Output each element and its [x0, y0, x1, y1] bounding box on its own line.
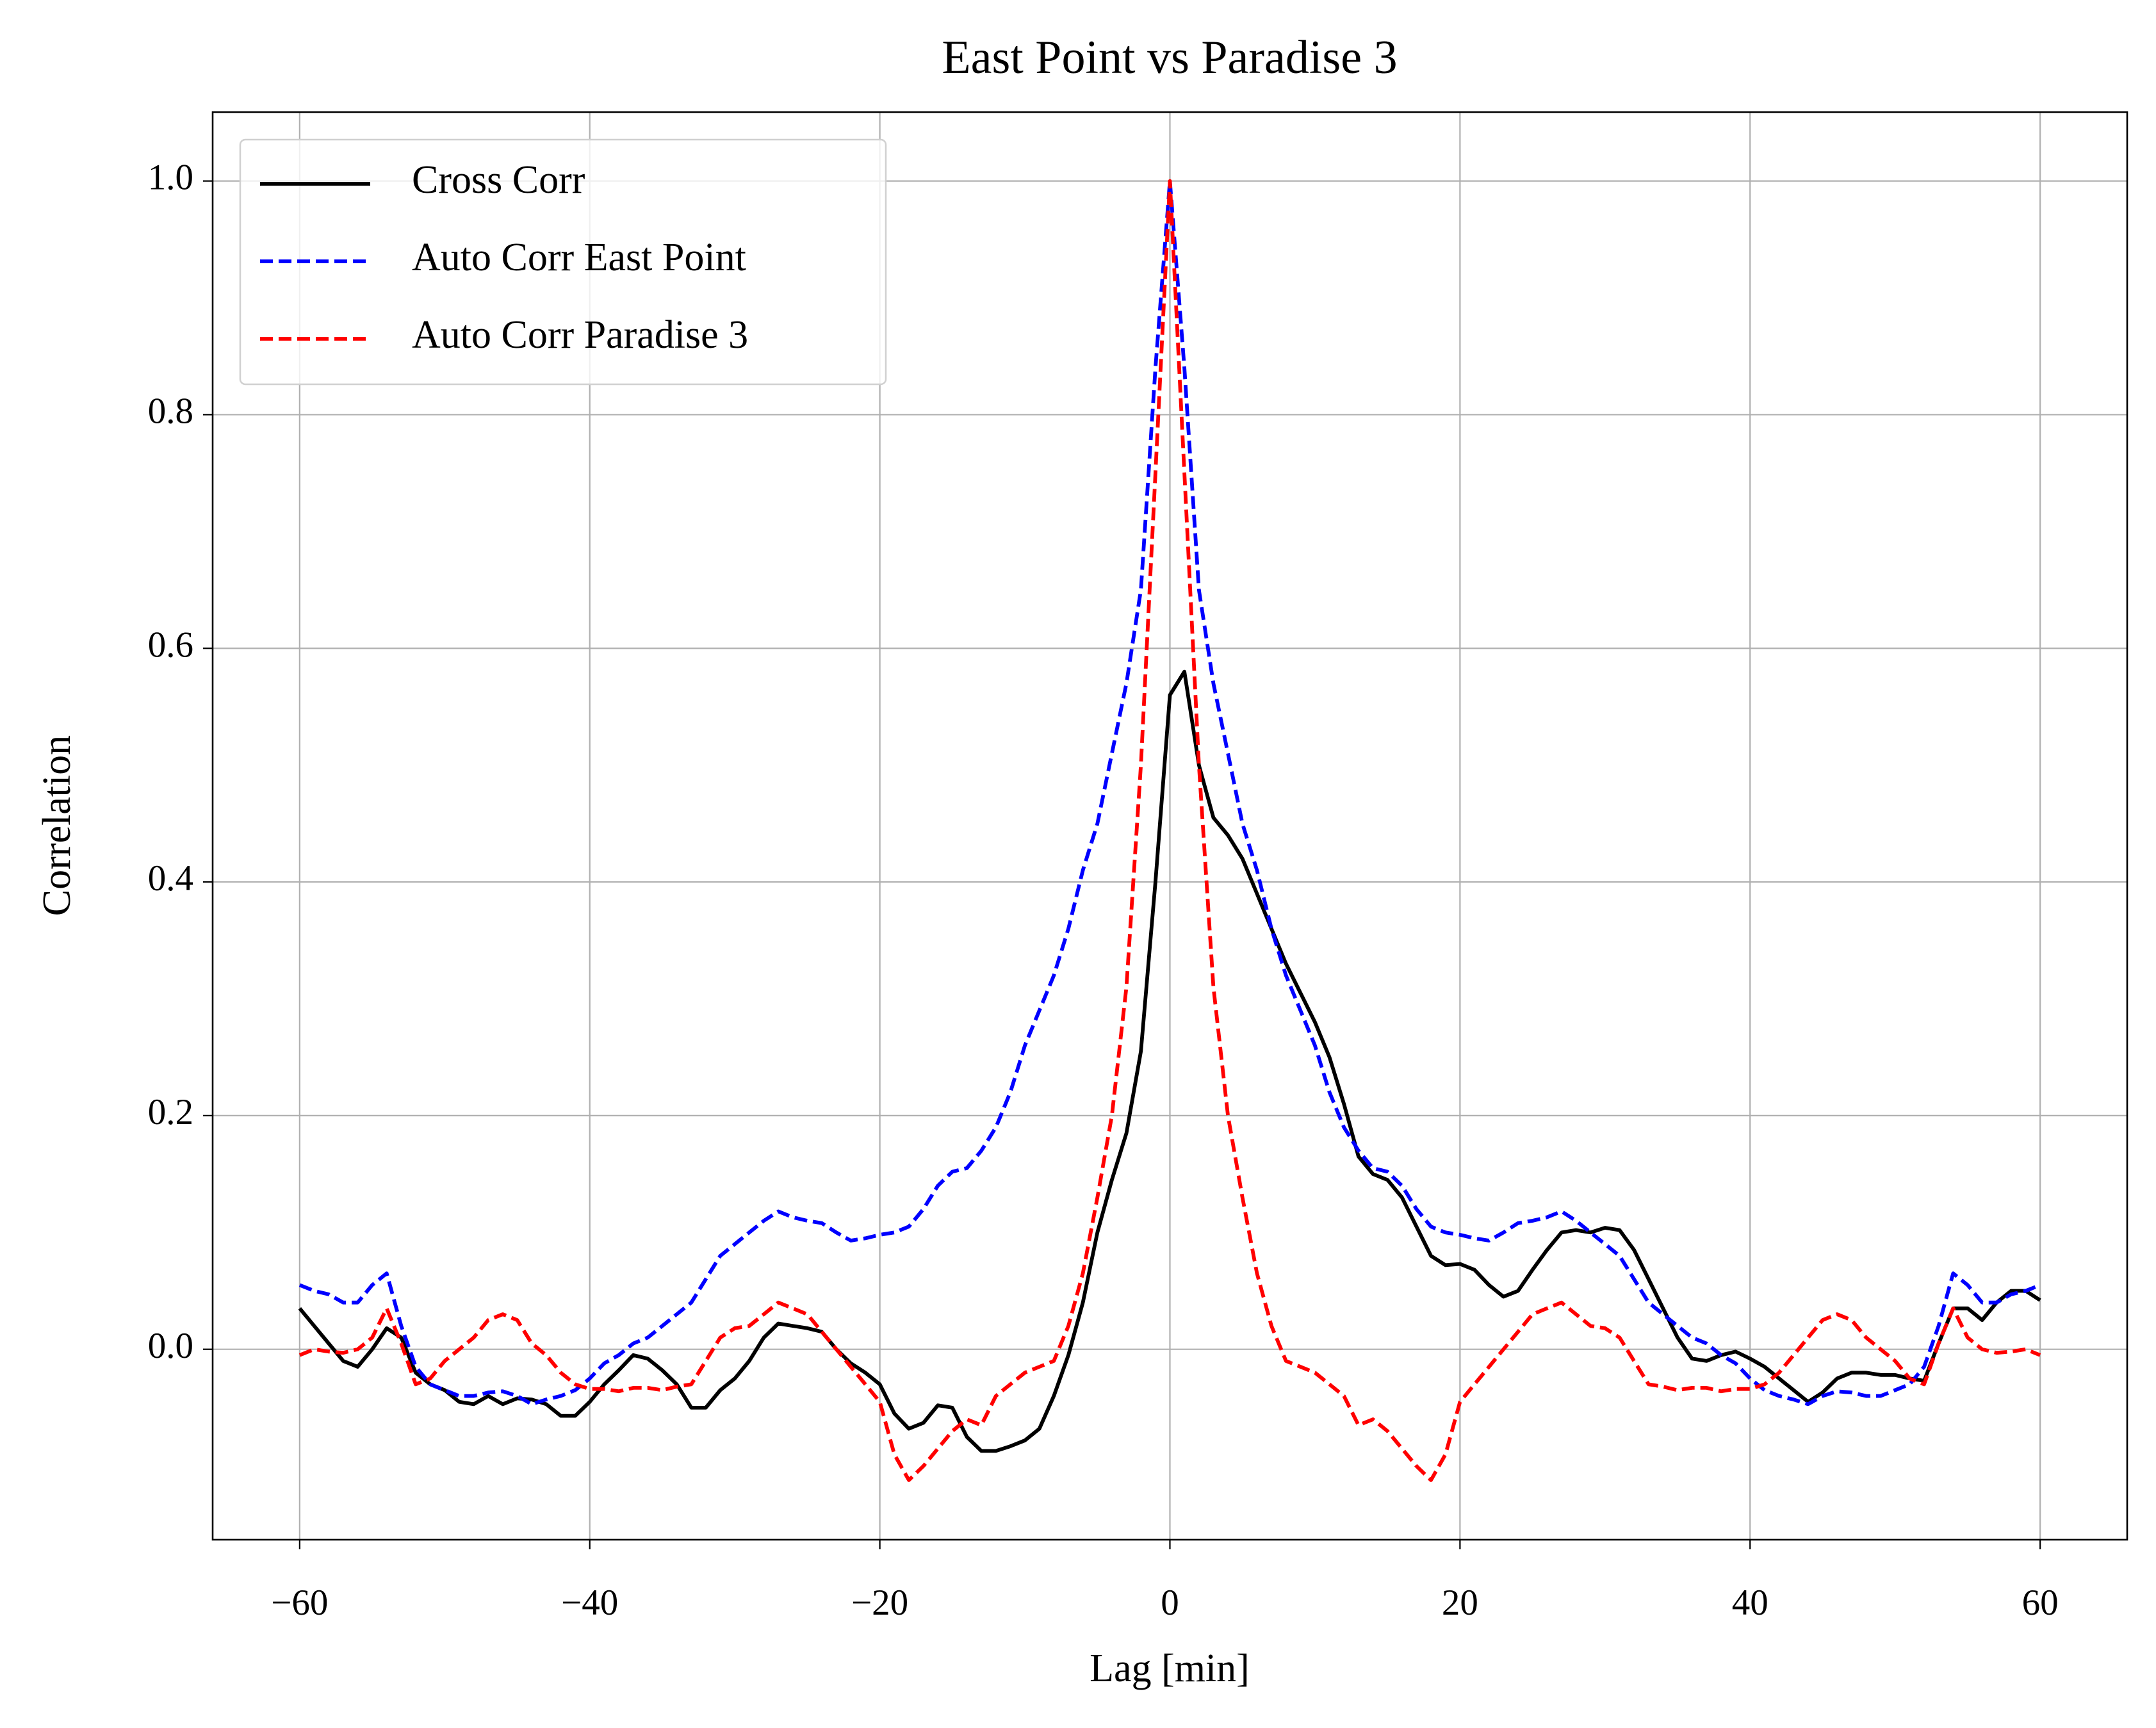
series-line — [298, 179, 2041, 1406]
y-axis-label: Correlation — [35, 735, 79, 916]
x-axis-label: Lag [min] — [1090, 1647, 1250, 1690]
x-tick-label: 40 — [1732, 1583, 1768, 1623]
x-tick-label: 0 — [1161, 1583, 1179, 1623]
y-tick-label: 0.4 — [148, 858, 193, 899]
chart-title: East Point vs Paradise 3 — [942, 31, 1397, 84]
y-tick-label: 0.0 — [148, 1326, 193, 1366]
series-line — [298, 669, 2041, 1453]
x-tick-label: 60 — [2022, 1583, 2059, 1623]
y-tick-label: 0.6 — [148, 624, 193, 665]
legend-label: Auto Corr East Point — [412, 236, 746, 279]
y-tick-label: 1.0 — [148, 158, 193, 198]
x-tick-label: −60 — [271, 1583, 328, 1623]
legend-box — [239, 138, 887, 386]
legend-label: Auto Corr Paradise 3 — [412, 313, 748, 357]
x-tick-label: −20 — [851, 1583, 908, 1623]
y-tick-label: 0.2 — [148, 1092, 193, 1132]
y-tick-label: 0.8 — [148, 391, 193, 432]
x-tick-label: −40 — [561, 1583, 618, 1623]
x-tick-label: 20 — [1442, 1583, 1478, 1623]
legend-label: Cross Corr — [412, 158, 585, 202]
series-line — [298, 179, 2041, 1482]
plot-frame — [211, 111, 2128, 1541]
